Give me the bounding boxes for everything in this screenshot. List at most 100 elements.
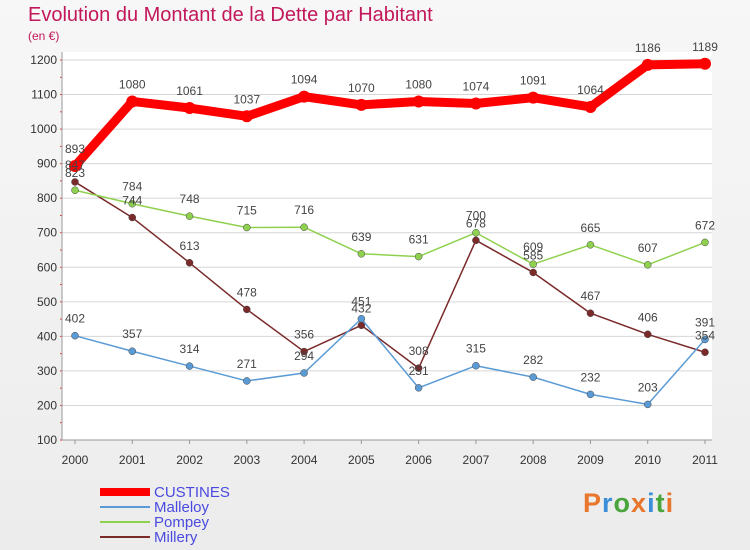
x-tick-label: 2006 <box>405 453 432 467</box>
x-tick-label: 2007 <box>463 453 490 467</box>
series-line-pompey <box>74 189 706 266</box>
data-label: 308 <box>409 344 429 358</box>
x-tick-label: 2001 <box>119 453 146 467</box>
data-label: 715 <box>237 204 257 218</box>
data-label: 251 <box>409 364 429 378</box>
data-label: 282 <box>523 353 543 367</box>
data-point <box>128 347 137 355</box>
data-label: 451 <box>351 295 371 309</box>
data-point <box>355 98 368 111</box>
data-label: 315 <box>466 342 486 356</box>
y-tick-label: 100 <box>37 433 57 447</box>
data-label: 1189 <box>692 40 718 54</box>
data-point <box>183 102 196 115</box>
data-point <box>71 186 79 194</box>
data-label: 609 <box>523 240 543 254</box>
data-point <box>527 91 540 104</box>
data-label: 893 <box>65 142 85 156</box>
logo-letter: x <box>631 488 648 518</box>
x-tick-label: 2002 <box>176 453 203 467</box>
data-label: 354 <box>695 328 715 342</box>
data-point <box>586 241 595 249</box>
y-tick-label: 900 <box>37 157 57 171</box>
x-tick-label: 2005 <box>348 453 375 467</box>
data-label: 1064 <box>577 83 604 97</box>
data-point <box>643 261 652 269</box>
logo-letter: P <box>583 488 603 518</box>
data-label: 678 <box>466 216 486 230</box>
data-label: 1080 <box>119 77 146 91</box>
y-tick-label: 700 <box>37 226 57 240</box>
x-tick-label: 2000 <box>62 453 89 467</box>
data-point <box>701 335 709 344</box>
chart-title: Evolution du Montant de la Dette par Hab… <box>28 4 433 26</box>
data-label: 432 <box>351 301 371 315</box>
data-label: 314 <box>180 342 200 356</box>
data-label: 744 <box>122 194 142 208</box>
data-point <box>529 373 537 381</box>
data-label: 271 <box>237 357 257 371</box>
data-point <box>71 331 79 340</box>
data-point <box>243 305 251 314</box>
data-point <box>641 58 654 71</box>
data-point <box>240 110 253 123</box>
data-point <box>643 330 652 339</box>
data-label: 1091 <box>520 74 547 88</box>
data-point <box>185 212 194 220</box>
data-label: 294 <box>294 349 314 363</box>
y-tick-label: 1000 <box>30 122 57 136</box>
data-point <box>414 252 423 261</box>
x-tick-label: 2003 <box>233 453 260 467</box>
data-label: 1061 <box>176 84 203 98</box>
data-label: 391 <box>695 315 715 329</box>
data-label: 847 <box>65 158 85 172</box>
data-label: 467 <box>580 289 600 303</box>
data-label: 700 <box>466 209 486 223</box>
y-tick-label: 1100 <box>31 88 57 102</box>
data-point <box>472 236 480 245</box>
data-point <box>412 95 425 108</box>
y-tick-label: 300 <box>37 364 57 378</box>
data-label: 613 <box>180 239 200 253</box>
data-point <box>584 100 597 113</box>
data-label: 823 <box>65 166 85 180</box>
data-point <box>298 90 311 103</box>
logo-letter: i <box>647 488 656 518</box>
data-point <box>185 259 194 267</box>
data-point <box>300 223 308 231</box>
data-label: 1074 <box>463 80 490 94</box>
data-point <box>472 228 480 237</box>
chart-subtitle: (en €) <box>28 29 60 43</box>
data-point <box>701 238 709 247</box>
data-point <box>414 364 423 372</box>
y-tick-label: 1200 <box>30 53 57 67</box>
data-label: 478 <box>237 285 257 299</box>
data-point <box>586 390 595 399</box>
logo-letter: t <box>655 488 666 518</box>
data-point <box>586 309 595 317</box>
x-tick-label: 2009 <box>577 453 604 467</box>
data-label: 402 <box>65 312 85 326</box>
data-label: 1186 <box>635 41 661 55</box>
data-label: 1037 <box>233 92 260 106</box>
series-line-millery <box>74 181 706 369</box>
data-label: 665 <box>580 221 600 235</box>
data-point <box>126 95 139 108</box>
data-point <box>243 377 251 385</box>
data-point <box>69 160 81 173</box>
series-line-malleloy <box>74 317 706 406</box>
data-point <box>243 223 251 232</box>
legend-label: Pompey <box>154 514 210 531</box>
data-label: 631 <box>409 233 429 247</box>
data-point <box>414 384 423 392</box>
data-point <box>472 361 480 370</box>
y-tick-label: 500 <box>37 295 57 309</box>
data-label: 356 <box>294 328 314 342</box>
y-tick-label: 600 <box>37 260 57 274</box>
data-point <box>643 400 652 409</box>
data-label: 585 <box>523 248 543 262</box>
legend-label: Malleloy <box>154 499 210 516</box>
data-label: 1080 <box>405 77 432 91</box>
x-tick-label: 2008 <box>520 453 547 467</box>
